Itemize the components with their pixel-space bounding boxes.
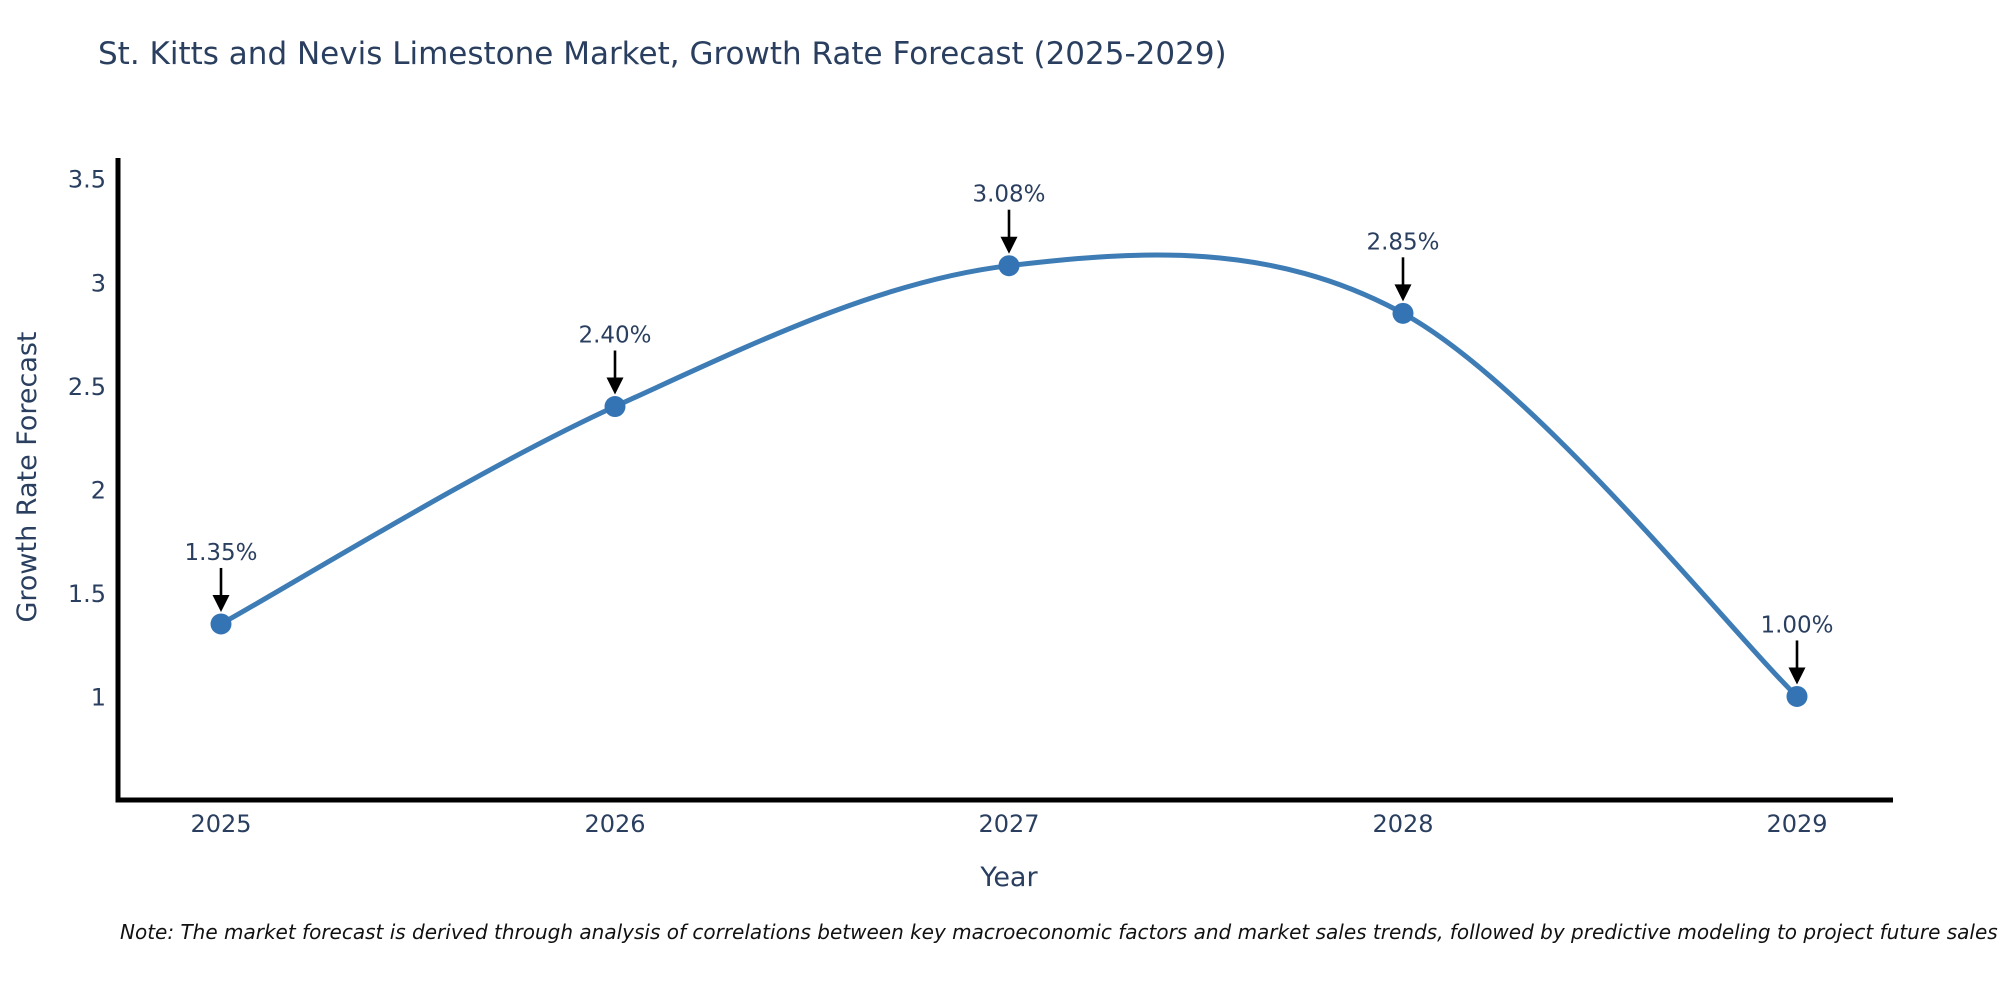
x-tick-label: 2028 — [1372, 810, 1433, 838]
annotation-arrow-head — [606, 377, 624, 395]
axis-lines — [115, 158, 1893, 803]
y-axis-title: Growth Rate Forecast — [12, 331, 43, 622]
x-tick-label: 2029 — [1766, 810, 1827, 838]
data-point-marker[interactable] — [604, 396, 626, 418]
y-tick-label: 2 — [91, 476, 106, 504]
data-point-marker[interactable] — [210, 613, 232, 635]
data-point-label: 2.85% — [1366, 229, 1439, 255]
data-point-marker[interactable] — [998, 255, 1020, 277]
footnote: Note: The market forecast is derived thr… — [120, 920, 1998, 944]
data-point-marker[interactable] — [1392, 302, 1414, 324]
x-axis-title: Year — [979, 862, 1038, 893]
data-point-marker[interactable] — [1786, 685, 1808, 707]
chart-title: St. Kitts and Nevis Limestone Market, Gr… — [98, 36, 1227, 72]
y-tick-label: 1 — [91, 683, 106, 711]
data-point-label: 1.00% — [1760, 612, 1833, 638]
annotation-arrow-head — [1394, 284, 1412, 302]
y-tick-label: 3 — [91, 269, 106, 297]
data-point-label: 1.35% — [184, 540, 257, 566]
y-tick-label: 3.5 — [68, 166, 106, 194]
forecast-line — [218, 252, 1800, 699]
x-tick-label: 2026 — [584, 810, 645, 838]
x-tick-label: 2025 — [190, 810, 251, 838]
y-tick-label: 2.5 — [68, 373, 106, 401]
annotation-arrow-head — [1788, 667, 1806, 685]
y-tick-label: 1.5 — [68, 580, 106, 608]
x-tick-label: 2027 — [978, 810, 1039, 838]
annotation-arrow-head — [1000, 236, 1018, 254]
data-point-label: 2.40% — [578, 323, 651, 349]
data-point-label: 3.08% — [972, 182, 1045, 208]
annotation-arrow-head — [212, 594, 230, 612]
